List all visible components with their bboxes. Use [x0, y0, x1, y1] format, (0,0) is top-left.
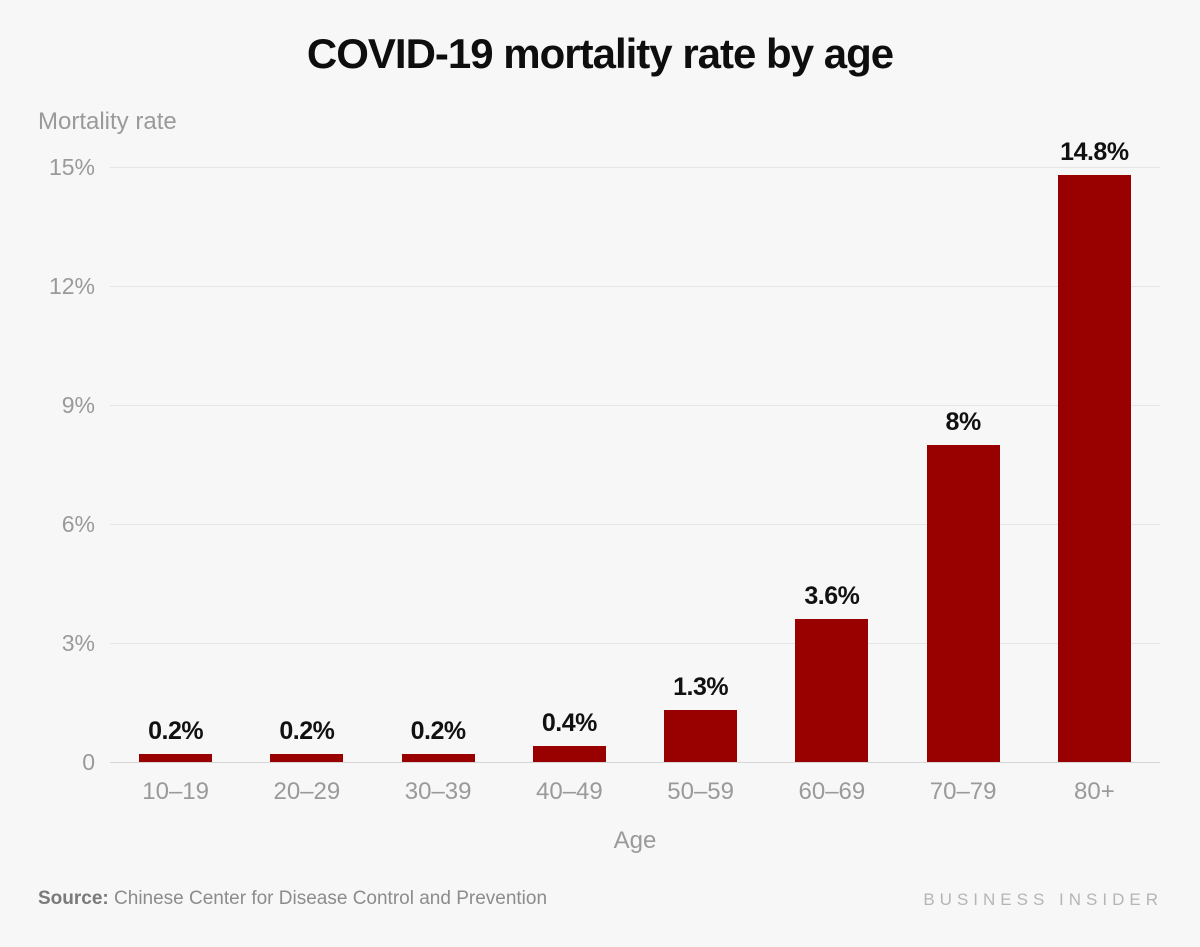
- bar: [664, 710, 738, 762]
- bar-value-label: 3.6%: [804, 582, 860, 611]
- y-tick-label: 3%: [61, 630, 95, 656]
- x-tick-label: 10–19: [142, 778, 209, 805]
- chart-title: COVID-19 mortality rate by age: [306, 30, 894, 77]
- brand-logo: BUSINESS INSIDER: [923, 890, 1163, 909]
- x-tick-label: 40–49: [536, 778, 603, 805]
- bar: [532, 746, 606, 762]
- gridline: [110, 166, 1160, 168]
- bar-value-label: 0.2%: [279, 717, 335, 746]
- gridline: [110, 404, 1160, 406]
- gridline: [110, 285, 1160, 287]
- y-tick-label: 12%: [48, 273, 95, 299]
- bar: [401, 754, 475, 762]
- y-axis-title: Mortality rate: [38, 108, 177, 135]
- x-tick-label: 80+: [1074, 778, 1115, 805]
- y-tick-label: 6%: [61, 511, 95, 537]
- bar-value-label: 1.3%: [673, 673, 729, 702]
- x-tick-label: 20–29: [273, 778, 341, 805]
- source-note: Source: Chinese Center for Disease Contr…: [38, 888, 547, 910]
- y-tick-label: 9%: [61, 392, 95, 418]
- bar-value-label: 0.2%: [410, 717, 466, 746]
- bar: [1057, 174, 1131, 762]
- bar-value-label: 0.4%: [541, 709, 597, 738]
- x-tick-label: 70–79: [929, 778, 997, 805]
- bar-value-label: 0.2%: [148, 717, 204, 746]
- bar: [795, 619, 869, 762]
- y-tick-label: 0: [82, 749, 95, 775]
- x-tick-label: 50–59: [667, 778, 734, 805]
- x-tick-label: 30–39: [404, 778, 472, 805]
- x-tick-label: 60–69: [798, 778, 866, 805]
- bar-value-label: 8%: [945, 407, 982, 436]
- gridline: [110, 642, 1160, 644]
- bar: [139, 754, 213, 762]
- bar: [926, 444, 1000, 762]
- bar: [270, 754, 344, 762]
- source-text: Chinese Center for Disease Control and P…: [108, 888, 548, 909]
- x-axis-baseline: [110, 761, 1160, 763]
- gridline: [110, 523, 1160, 525]
- x-axis-title: Age: [613, 827, 657, 854]
- plot-area: 0.2% 0.2% 0.2% 0.4% 1.3% 3.6% 8% 14.8%: [110, 138, 1160, 763]
- source-label: Source:: [38, 888, 109, 909]
- y-tick-label: 15%: [48, 154, 95, 180]
- bar-value-label: 14.8%: [1060, 137, 1129, 166]
